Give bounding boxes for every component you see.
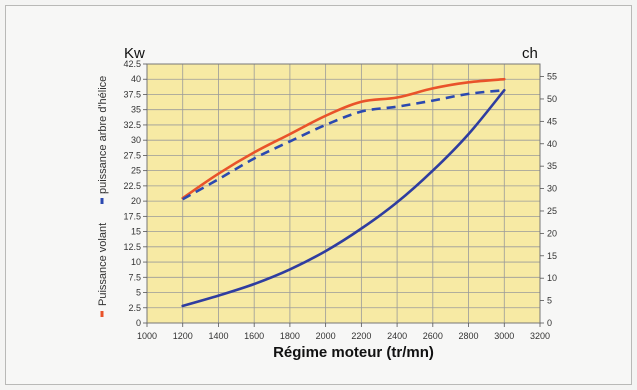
- x-tick-label: 3200: [530, 331, 550, 341]
- right-axis-ticks: 0 5 10 15 20 25 30 35 40 45 50 55: [540, 72, 557, 328]
- left-tick-label: 17.5: [123, 211, 141, 221]
- right-tick-label: 55: [547, 72, 557, 82]
- right-tick-label: 35: [547, 161, 557, 171]
- series-lines: [181, 77, 506, 308]
- left-tick-label: 35: [131, 105, 141, 115]
- series-line-puissance-volant: [181, 77, 506, 200]
- left-tick-label: 37.5: [123, 89, 141, 99]
- left-tick-label: 7.5: [128, 272, 141, 282]
- x-tick-label: 3000: [494, 331, 514, 341]
- plot-border: [146, 63, 541, 324]
- series-line-puissance-arbre: [182, 88, 505, 201]
- x-tick-label: 1000: [137, 331, 157, 341]
- x-tick-label: 1800: [280, 331, 300, 341]
- left-tick-label: 10: [131, 257, 141, 267]
- right-axis-unit: ch: [522, 45, 538, 62]
- x-tick-label: 1200: [173, 331, 193, 341]
- left-tick-label: 40: [131, 74, 141, 84]
- left-tick-label: 12.5: [123, 242, 141, 252]
- right-tick-label: 5: [547, 296, 552, 306]
- right-tick-label: 10: [547, 273, 557, 283]
- x-tick-label: 1400: [208, 331, 228, 341]
- left-tick-label: 0: [136, 318, 141, 328]
- left-tick-label: 2.5: [128, 303, 141, 313]
- left-tick-label: 15: [131, 227, 141, 237]
- x-tick-label: 2400: [387, 331, 407, 341]
- left-tick-label: 42.5: [123, 59, 141, 69]
- legend: Puissance volant puissance arbre d'hélic…: [97, 76, 109, 317]
- plot-area: [147, 64, 540, 323]
- series-line-lower-curve: [181, 88, 506, 308]
- x-tick-label: 2200: [351, 331, 371, 341]
- x-tick-label: 1600: [244, 331, 264, 341]
- left-tick-label: 30: [131, 135, 141, 145]
- left-axis-unit: Kw: [124, 45, 145, 62]
- right-tick-label: 20: [547, 228, 557, 238]
- right-tick-label: 25: [547, 206, 557, 216]
- left-tick-label: 5: [136, 288, 141, 298]
- right-tick-label: 30: [547, 184, 557, 194]
- right-tick-label: 45: [547, 116, 557, 126]
- left-axis-ticks: 0 2.5 5 7.5 10 12.5 15 17.5 20 22.5 25 27.5 30 32.5 35…: [123, 59, 147, 328]
- left-tick-label: 22.5: [123, 181, 141, 191]
- legend-label-puissance-arbre: puissance arbre d'hélice: [97, 76, 109, 194]
- x-tick-label: 2000: [316, 331, 336, 341]
- left-tick-label: 32.5: [123, 120, 141, 130]
- left-tick-label: 20: [131, 196, 141, 206]
- right-tick-label: 0: [547, 318, 552, 328]
- left-tick-label: 25: [131, 166, 141, 176]
- right-tick-label: 50: [547, 94, 557, 104]
- x-tick-label: 2800: [459, 331, 479, 341]
- right-tick-label: 15: [547, 251, 557, 261]
- x-tick-label: 2600: [423, 331, 443, 341]
- legend-label-puissance-volant: Puissance volant: [97, 223, 109, 306]
- x-axis-ticks: 1000 1200 1400 1600 1800 2000 2200 2400 2600 2800…: [137, 323, 550, 341]
- right-tick-label: 40: [547, 139, 557, 149]
- x-axis-label: Régime moteur (tr/mn): [273, 344, 434, 361]
- left-tick-label: 27.5: [123, 150, 141, 160]
